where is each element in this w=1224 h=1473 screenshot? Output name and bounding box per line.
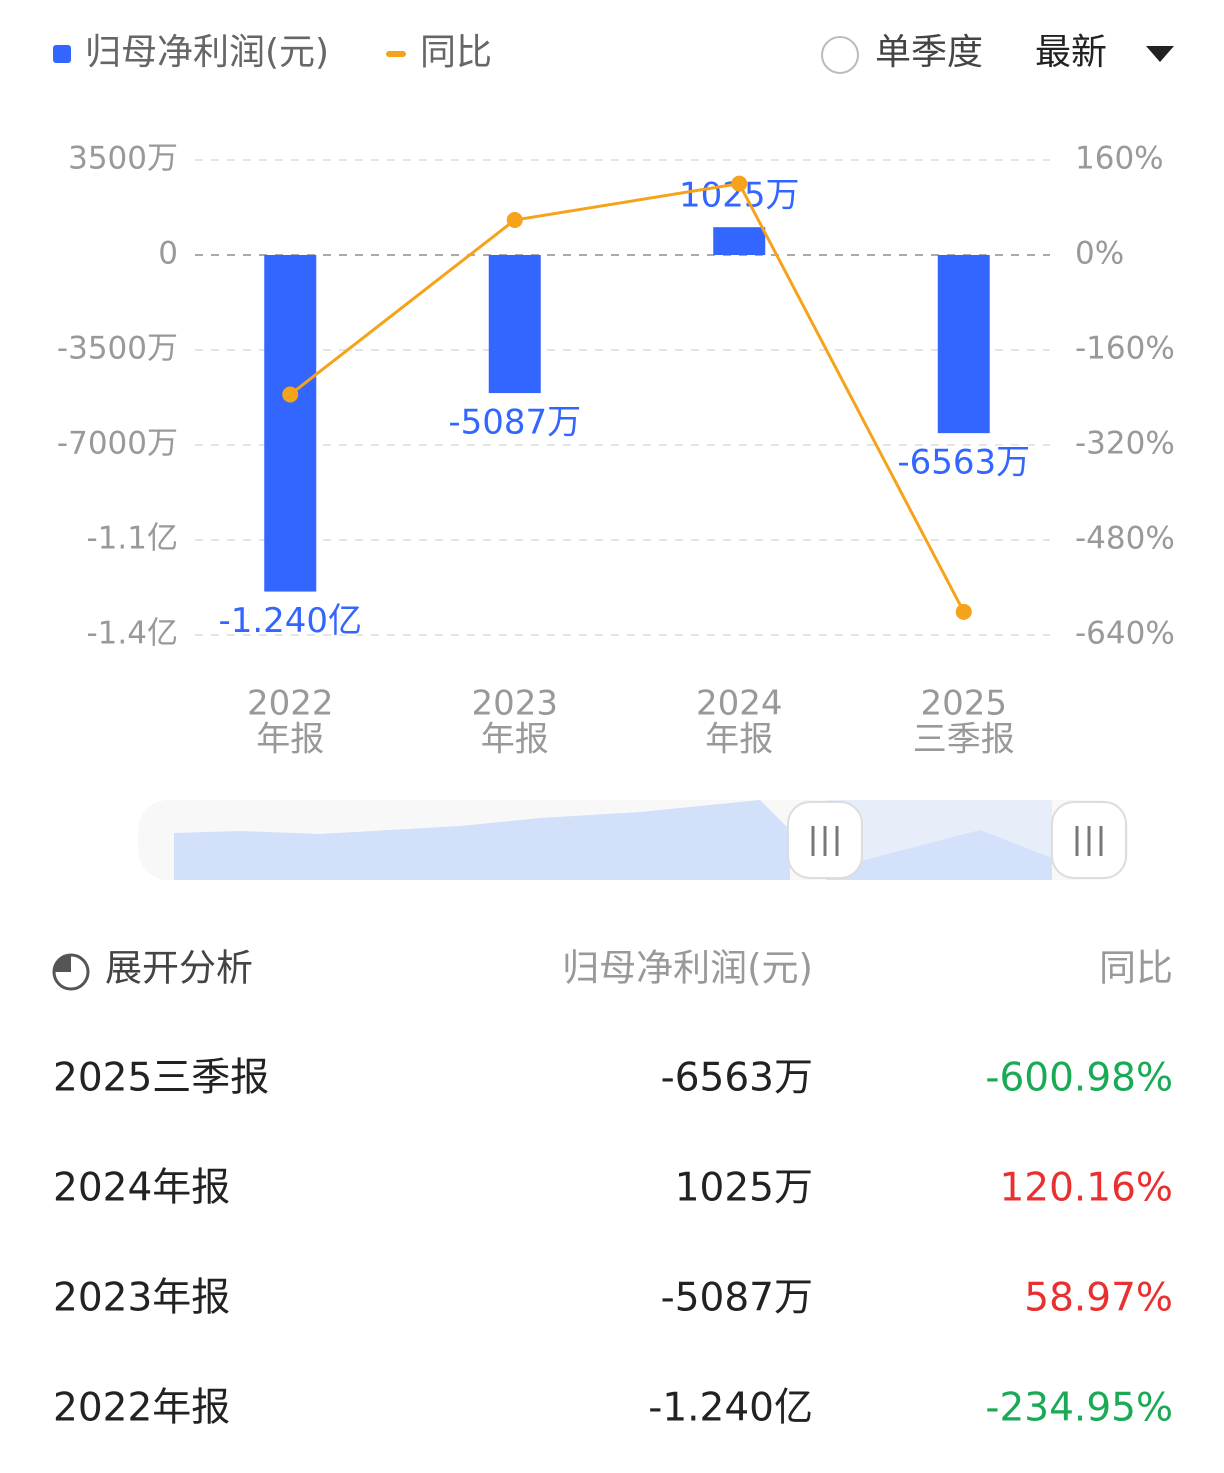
row-yoy: 120.16%	[999, 1166, 1173, 1211]
row-yoy: -234.95%	[985, 1386, 1173, 1431]
point	[955, 603, 972, 620]
legend: 归母净利润(元) 同比	[53, 32, 492, 73]
x-tick-label: 2024	[696, 684, 783, 724]
table-body: 2025三季报 -6563万 -600.98% 2024年报 1025万 120.16% 2…	[53, 1056, 1173, 1431]
row-period: 2022年报	[53, 1386, 230, 1431]
header-label[interactable]: 展开分析	[105, 947, 253, 990]
zoom-preview	[174, 800, 790, 880]
bar	[488, 255, 541, 394]
x-tick-label: 年报	[481, 720, 549, 760]
x-tick-label: 年报	[705, 720, 773, 760]
handle-grip	[1075, 826, 1103, 856]
radio[interactable]	[821, 36, 859, 74]
value-label: -1.240亿	[218, 601, 362, 641]
row-period: 2024年报	[53, 1166, 230, 1211]
row-value: -1.240亿	[648, 1386, 813, 1431]
row-value: -5087万	[661, 1276, 813, 1321]
x-tick-label: 2023	[471, 684, 558, 724]
analysis-icon	[54, 955, 71, 972]
y-tick-label: 3500万	[68, 141, 178, 177]
sort-label[interactable]: 最新	[1035, 32, 1107, 73]
x-tick-label: 三季报	[913, 720, 1015, 760]
y2-tick-label: -640%	[1075, 616, 1175, 652]
row-yoy: 58.97%	[1024, 1276, 1173, 1321]
bar	[713, 227, 766, 255]
y-tick-label: 0	[158, 236, 178, 272]
legend-label[interactable]: 同比	[420, 32, 492, 73]
row-value: 1025万	[675, 1166, 813, 1211]
y2-tick-label: -480%	[1075, 521, 1175, 557]
point	[731, 175, 748, 192]
row-period: 2025三季报	[53, 1056, 269, 1101]
handle-grip	[811, 826, 839, 856]
point	[282, 386, 299, 403]
y-tick-label: -1.1亿	[87, 521, 179, 557]
value-label: -6563万	[897, 443, 1030, 483]
y2-tick-label: -320%	[1075, 426, 1175, 462]
y2-tick-label: 160%	[1075, 141, 1164, 177]
row-value: -6563万	[661, 1056, 813, 1101]
legend-swatch	[53, 45, 71, 63]
x-tick-label: 2022	[247, 684, 334, 724]
bar	[264, 255, 317, 592]
table-header: 展开分析 归母净利润(元) 同比	[52, 947, 1173, 991]
row-period: 2023年报	[53, 1276, 230, 1321]
dropdown-arrow[interactable]	[1146, 46, 1174, 62]
row-yoy: -600.98%	[985, 1056, 1173, 1101]
line	[289, 182, 966, 613]
header-label: 归母净利润(元)	[562, 947, 813, 990]
zoom-window[interactable]	[826, 800, 1052, 880]
plot: 3500万 0 -3500万 -7000万 -1.1亿 -1.4亿 160% 0% -160% -…	[57, 141, 1175, 760]
bar	[937, 255, 990, 434]
y2-tick-label: -160%	[1075, 331, 1175, 367]
value-label: -5087万	[448, 403, 581, 443]
legend-swatch	[386, 51, 406, 57]
y2-tick-label: 0%	[1075, 236, 1124, 272]
y-tick-label: -3500万	[57, 331, 178, 367]
x-tick-label: 2025	[920, 684, 1007, 724]
toggle-label[interactable]: 单季度	[875, 32, 983, 73]
data-zoom	[138, 800, 1128, 880]
y-tick-label: -1.4亿	[87, 616, 179, 652]
legend-label[interactable]: 归母净利润(元)	[85, 32, 329, 73]
point	[506, 211, 523, 228]
x-tick-label: 年报	[256, 720, 324, 760]
header-label: 同比	[1099, 947, 1173, 990]
y-tick-label: -7000万	[57, 426, 178, 462]
